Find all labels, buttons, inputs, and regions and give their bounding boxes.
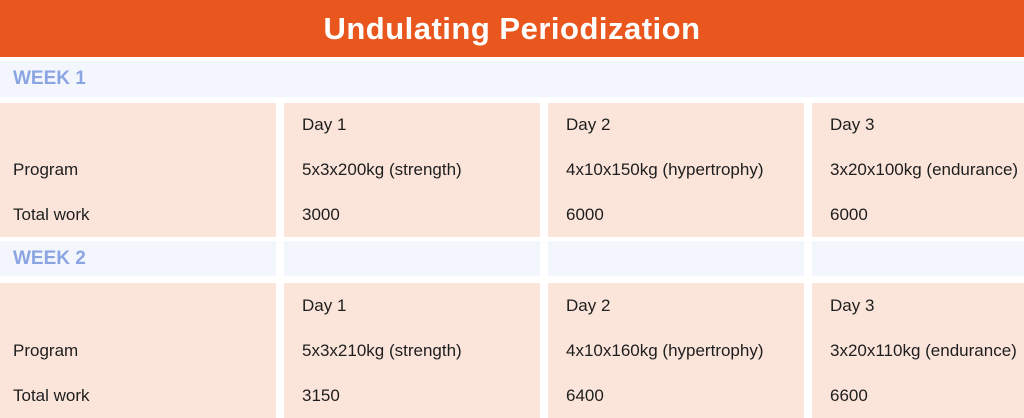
week1-day1-program: 5x3x200kg (strength) — [302, 159, 462, 179]
week1-day2-column: Day 2 4x10x150kg (hypertrophy) 6000 — [548, 103, 804, 237]
week1-row-labels-column: Program Total work — [0, 103, 276, 237]
week1-day2-header: Day 2 — [566, 115, 611, 135]
week2-day2-program: 4x10x160kg (hypertrophy) — [566, 340, 764, 360]
week1-day3-column: Day 3 3x20x100kg (endurance) 6000 — [812, 103, 1024, 237]
page-title: Undulating Periodization — [323, 10, 701, 46]
week2-header-empty-cell-2 — [548, 241, 804, 276]
week2-day2-total-work: 6400 — [566, 385, 604, 405]
week2-row-labels-column: Program Total work — [0, 283, 276, 418]
week1-spacer-cell — [0, 103, 276, 148]
week2-header-empty-cell-3 — [812, 241, 1024, 276]
week1-day3-program: 3x20x100kg (endurance) — [830, 159, 1019, 179]
week2-day1-column: Day 1 5x3x210kg (strength) 3150 — [284, 283, 540, 418]
week2-day3-column: Day 3 3x20x110kg (endurance) 6600 — [812, 283, 1024, 418]
week1-day1-column: Day 1 5x3x200kg (strength) 3000 — [284, 103, 540, 237]
week2-total-work-row-label: Total work — [13, 385, 90, 405]
week2-day3-program: 3x20x110kg (endurance) — [830, 340, 1017, 360]
week2-header-row: WEEK 2 — [0, 241, 1024, 276]
week1-label: WEEK 1 — [13, 68, 86, 89]
week1-day1-total-work: 3000 — [302, 204, 340, 224]
week2-day3-header: Day 3 — [830, 295, 875, 315]
week2-label: WEEK 2 — [13, 247, 86, 269]
week1-program-row-label: Program — [13, 159, 79, 179]
week1-day3-header: Day 3 — [830, 115, 875, 135]
week2-day2-header: Day 2 — [566, 295, 611, 315]
week1-total-work-row-label: Total work — [13, 204, 90, 224]
title-banner: Undulating Periodization — [0, 0, 1024, 57]
week2-program-row-label: Program — [13, 340, 79, 360]
week1-day1-header: Day 1 — [302, 115, 347, 135]
week2-day1-total-work: 3150 — [302, 385, 340, 405]
week2-day1-header: Day 1 — [302, 295, 347, 315]
week1-day3-total-work: 6000 — [830, 204, 868, 224]
week2-day2-column: Day 2 4x10x160kg (hypertrophy) 6400 — [548, 283, 804, 418]
week1-body: Program Total work Day 1 5x3x200kg (stre… — [0, 103, 1024, 237]
week2-header-empty-cell-1 — [284, 241, 540, 276]
week2-body: Program Total work Day 1 5x3x210kg (stre… — [0, 283, 1024, 418]
week2-header-label-cell: WEEK 2 — [0, 241, 276, 276]
week1-day2-program: 4x10x150kg (hypertrophy) — [566, 159, 764, 179]
week2-spacer-cell — [0, 283, 276, 328]
week1-day2-total-work: 6000 — [566, 204, 604, 224]
week1-header-row: WEEK 1 — [0, 61, 1024, 97]
week2-day3-total-work: 6600 — [830, 385, 868, 405]
week2-day1-program: 5x3x210kg (strength) — [302, 340, 462, 360]
